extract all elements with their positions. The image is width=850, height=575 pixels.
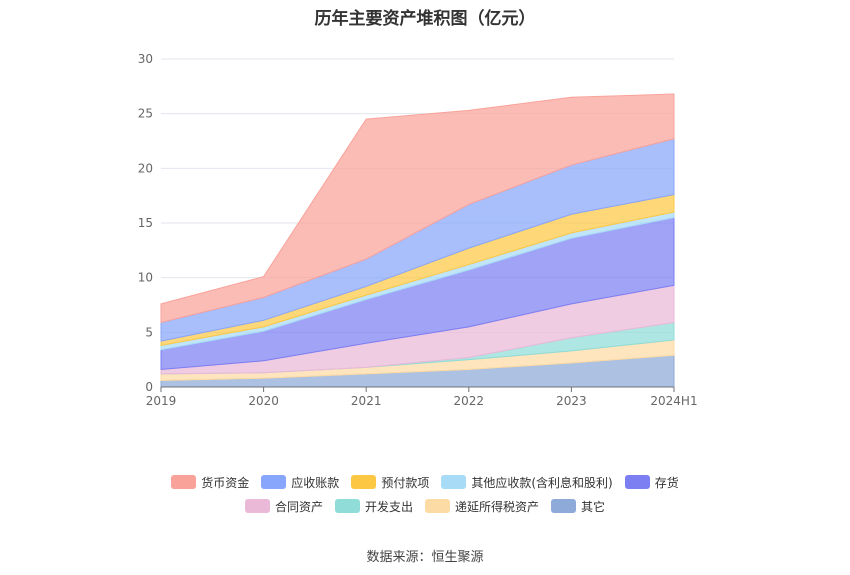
legend-item[interactable]: 其他应收款(含利息和股利) [441,474,613,491]
stacked-area-chart: 0 5 10 15 20 25 30 2019 2020 2021 2022 2023 2024H1 [138,52,698,408]
area-series-货币资金 [160,93,675,324]
x-tick-label: 2023 [556,394,587,408]
legend-swatch [334,499,360,513]
legend-swatch [351,475,377,489]
x-tick-label: 2021 [351,394,382,408]
legend-item[interactable]: 应收账款 [261,474,339,491]
y-tick-label: 25 [138,107,153,121]
legend-swatch [425,499,450,513]
legend-swatch [624,475,650,489]
legend-label: 其他应收款(含利息和股利) [471,475,613,490]
legend-item[interactable]: 其它 [551,498,605,515]
y-tick-label: 30 [138,52,153,66]
legend-label: 应收账款 [291,475,340,490]
legend-label: 货币资金 [201,475,250,490]
legend-item[interactable]: 开发支出 [334,498,413,515]
legend-row: 货币资金 应收账款 预付款项 其他应收款(含利息和股利) 存货 [0,470,850,494]
legend-row: 合同资产 开发支出 递延所得税资产 其它 [0,494,850,518]
legend-swatch [441,475,467,489]
y-tick-label: 5 [145,325,153,339]
x-tick-label: 2024H1 [650,394,697,408]
legend-swatch [551,499,577,513]
legend-item[interactable]: 存货 [624,474,679,491]
legend-label: 其它 [581,499,606,514]
y-tick-label: 10 [138,271,153,285]
legend-swatch [171,475,197,489]
y-tick-label: 20 [138,161,153,175]
x-tick-label: 2019 [146,394,177,408]
legend-item[interactable]: 预付款项 [351,474,429,491]
legend-label: 合同资产 [274,499,323,514]
chart-legend: 货币资金 应收账款 预付款项 其他应收款(含利息和股利) 存货合同资产 开发支出 递延所得税… [0,470,850,518]
y-tick-label: 0 [145,380,153,394]
legend-item[interactable]: 货币资金 [171,474,249,491]
legend-item[interactable]: 合同资产 [244,498,323,515]
legend-label: 递延所得税资产 [455,499,540,514]
legend-swatch [244,499,270,513]
data-source: 数据来源：恒生聚源 [366,550,484,565]
legend-item[interactable]: 递延所得税资产 [425,498,539,515]
y-tick-label: 15 [138,216,153,230]
x-tick-label: 2020 [248,394,279,408]
legend-label: 开发支出 [364,499,413,514]
chart-title: 历年主要资产堆积图（亿元） [314,9,536,29]
legend-label: 存货 [654,475,679,490]
legend-label: 预付款项 [381,475,430,490]
x-tick-label: 2022 [454,394,485,408]
legend-swatch [261,475,287,489]
